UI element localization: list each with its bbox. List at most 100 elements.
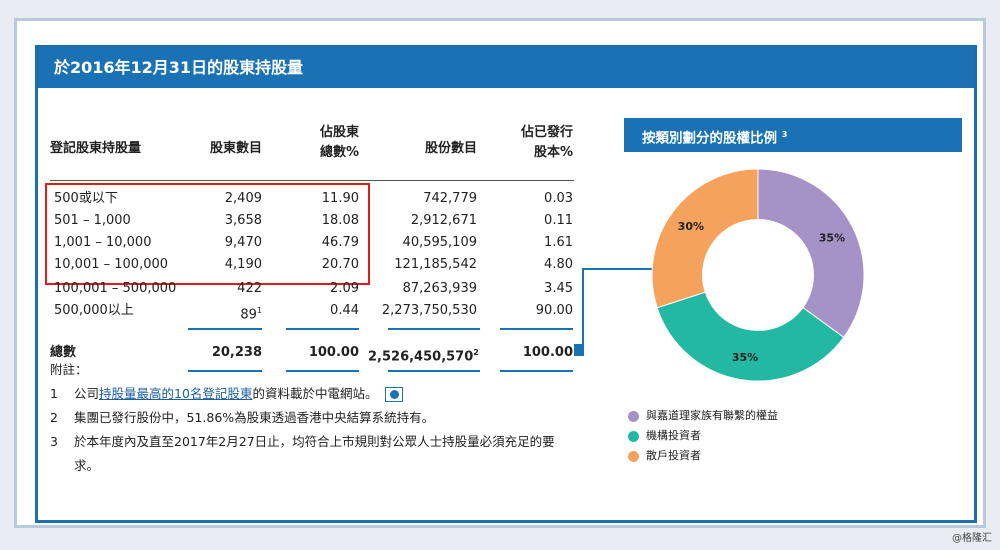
note-number: 1 — [50, 386, 58, 401]
cell-range: 100,001 – 500,000 — [54, 281, 177, 296]
header-share-pct: 佔已發行 股本% — [478, 123, 573, 163]
table-header: 登記股東持股量 股東數目 佔股東 總數% 股份數目 佔已發行 股本% — [38, 88, 598, 178]
column-rule — [388, 328, 480, 330]
note-2: 2 集團已發行股份中，51.86%為股東透過香港中央結算系統持有。 — [50, 406, 570, 430]
page-title: 於2016年12月31日的股東持股量 — [38, 48, 974, 88]
table-row: 500或以下 2,409 11.90 742,779 0.03 — [38, 188, 598, 210]
legend-dot — [628, 431, 639, 442]
cell-shares-pct: 3.45 — [544, 281, 573, 296]
header-holder-pct-line2: 總數% — [319, 145, 359, 160]
column-rule — [500, 370, 573, 372]
cell-shares-pct: 90.00 — [535, 303, 573, 318]
cell-holders-pct: 46.79 — [321, 235, 359, 250]
pie-title: 按類別劃分的股權比例 3 — [624, 118, 962, 152]
cell-holders-pct: 0.44 — [330, 303, 359, 318]
table-row: 500,000以上 891 0.44 2,273,750,530 90.00 — [38, 300, 598, 322]
legend-label: 與嘉道理家族有聯繫的權益 — [646, 409, 778, 422]
cell-shares-pct: 4.80 — [544, 257, 573, 272]
table-row: 100,001 – 500,000 422 2.09 87,263,939 3.… — [38, 278, 598, 300]
cell-shares: 87,263,939 — [402, 281, 477, 296]
cell-range: 500,000以上 — [54, 303, 134, 318]
website-icon[interactable] — [385, 387, 404, 402]
total-label: 總數 — [50, 345, 77, 360]
donut-slice — [757, 168, 865, 339]
cell-holders-pct: 11.90 — [321, 191, 359, 206]
column-rule — [188, 328, 262, 330]
cell-holders-value: 89 — [240, 307, 257, 323]
credit-text: @格隆汇 — [952, 533, 992, 544]
note-number: 3 — [50, 434, 58, 449]
cell-range: 1,001 – 10,000 — [54, 235, 152, 250]
legend-label: 散戶投資者 — [646, 449, 701, 462]
cell-shares: 2,912,671 — [410, 213, 477, 228]
connector-line — [582, 268, 662, 350]
header-holder-count: 股東數目 — [209, 141, 262, 156]
column-rule — [388, 370, 480, 372]
header-holder-pct: 佔股東 總數% — [266, 123, 359, 163]
header-share-pct-line2: 股本% — [533, 145, 573, 160]
report-panel: 於2016年12月31日的股東持股量 登記股東持股量 股東數目 佔股東 總數% … — [35, 45, 977, 523]
cell-shares-pct: 0.03 — [544, 191, 573, 206]
total-shares: 2,526,450,5702 — [368, 342, 479, 368]
cell-holders-pct: 20.70 — [321, 257, 359, 272]
legend-item: 散戶投資者 — [628, 446, 778, 466]
footnote-ref: 3 — [781, 130, 788, 139]
cell-holders: 9,470 — [224, 235, 262, 250]
slice-label: 35% — [819, 231, 845, 244]
legend-item: 機構投資者 — [628, 426, 778, 446]
note-text: 集團已發行股份中，51.86%為股東透過香港中央結算系統持有。 — [74, 410, 435, 425]
column-rule — [286, 370, 359, 372]
total-holders: 20,238 — [211, 345, 262, 360]
header-share-count: 股份數目 — [424, 141, 477, 156]
cell-shares: 121,185,542 — [394, 257, 477, 272]
legend-dot — [628, 451, 639, 462]
cell-holders-pct: 2.09 — [330, 281, 359, 296]
footnote-ref: 2 — [473, 348, 479, 357]
top-shareholders-link[interactable]: 持股量最高的10名登記股東 — [99, 386, 253, 401]
donut-hole — [702, 219, 814, 331]
note-text: 於本年度內及直至2017年2月27日止，均符合上市規則對公眾人士持股量必須充足的… — [74, 434, 555, 473]
highlight-box — [45, 183, 370, 285]
cell-holders: 422 — [237, 281, 262, 296]
notes-section: 附註： 1 公司持股量最高的10名登記股東的資料載於中電網站。 2 集團已發行股… — [50, 358, 570, 478]
legend-item: 與嘉道理家族有聯繫的權益 — [628, 406, 778, 426]
cell-range: 10,001 – 100,000 — [54, 257, 169, 272]
cell-holders: 3,658 — [224, 213, 262, 228]
cell-holders: 2,409 — [224, 191, 262, 206]
pie-title-text: 按類別劃分的股權比例 — [642, 130, 777, 147]
notes-heading: 附註： — [50, 362, 88, 377]
column-rule — [188, 370, 262, 372]
note-number: 2 — [50, 410, 58, 425]
total-row: 總數 20,238 100.00 2,526,450,5702 100.00 — [38, 342, 598, 364]
note-text: 公司 — [74, 386, 100, 401]
cell-shares: 742,779 — [423, 191, 477, 206]
legend-label: 機構投資者 — [646, 429, 701, 442]
note-text: 的資料載於中電網站。 — [252, 386, 378, 401]
total-shares-value: 2,526,450,570 — [368, 349, 474, 365]
total-holders-pct: 100.00 — [308, 345, 359, 360]
note-3: 3 於本年度內及直至2017年2月27日止，均符合上市規則對公眾人士持股量必須充… — [50, 430, 570, 478]
report-frame: 於2016年12月31日的股東持股量 登記股東持股量 股東數目 佔股東 總數% … — [14, 18, 986, 528]
cell-shares-pct: 1.61 — [544, 235, 573, 250]
column-rule — [286, 328, 359, 330]
chart-legend: 與嘉道理家族有聯繫的權益 機構投資者 散戶投資者 — [628, 406, 778, 466]
cell-range: 500或以下 — [54, 191, 118, 206]
slice-label: 30% — [678, 220, 704, 233]
column-rule — [500, 328, 573, 330]
cell-holders-pct: 18.08 — [321, 213, 359, 228]
header-share-pct-line1: 佔已發行 — [520, 125, 573, 140]
table-row: 501 – 1,000 3,658 18.08 2,912,671 0.11 — [38, 210, 598, 232]
note-1: 1 公司持股量最高的10名登記股東的資料載於中電網站。 — [50, 382, 570, 406]
connector-tick — [574, 344, 584, 356]
cell-shares: 40,595,109 — [402, 235, 477, 250]
cell-holders: 4,190 — [224, 257, 262, 272]
cell-holders: 891 — [168, 300, 262, 326]
header-holding-range: 登記股東持股量 — [50, 141, 142, 156]
table-row: 1,001 – 10,000 9,470 46.79 40,595,109 1.… — [38, 232, 598, 254]
table-row: 10,001 – 100,000 4,190 20.70 121,185,542… — [38, 254, 598, 276]
header-divider — [50, 180, 574, 181]
cell-shares: 2,273,750,530 — [381, 303, 477, 318]
footnote-ref: 1 — [256, 306, 262, 315]
slice-label: 35% — [732, 351, 758, 364]
total-shares-pct: 100.00 — [522, 345, 573, 360]
